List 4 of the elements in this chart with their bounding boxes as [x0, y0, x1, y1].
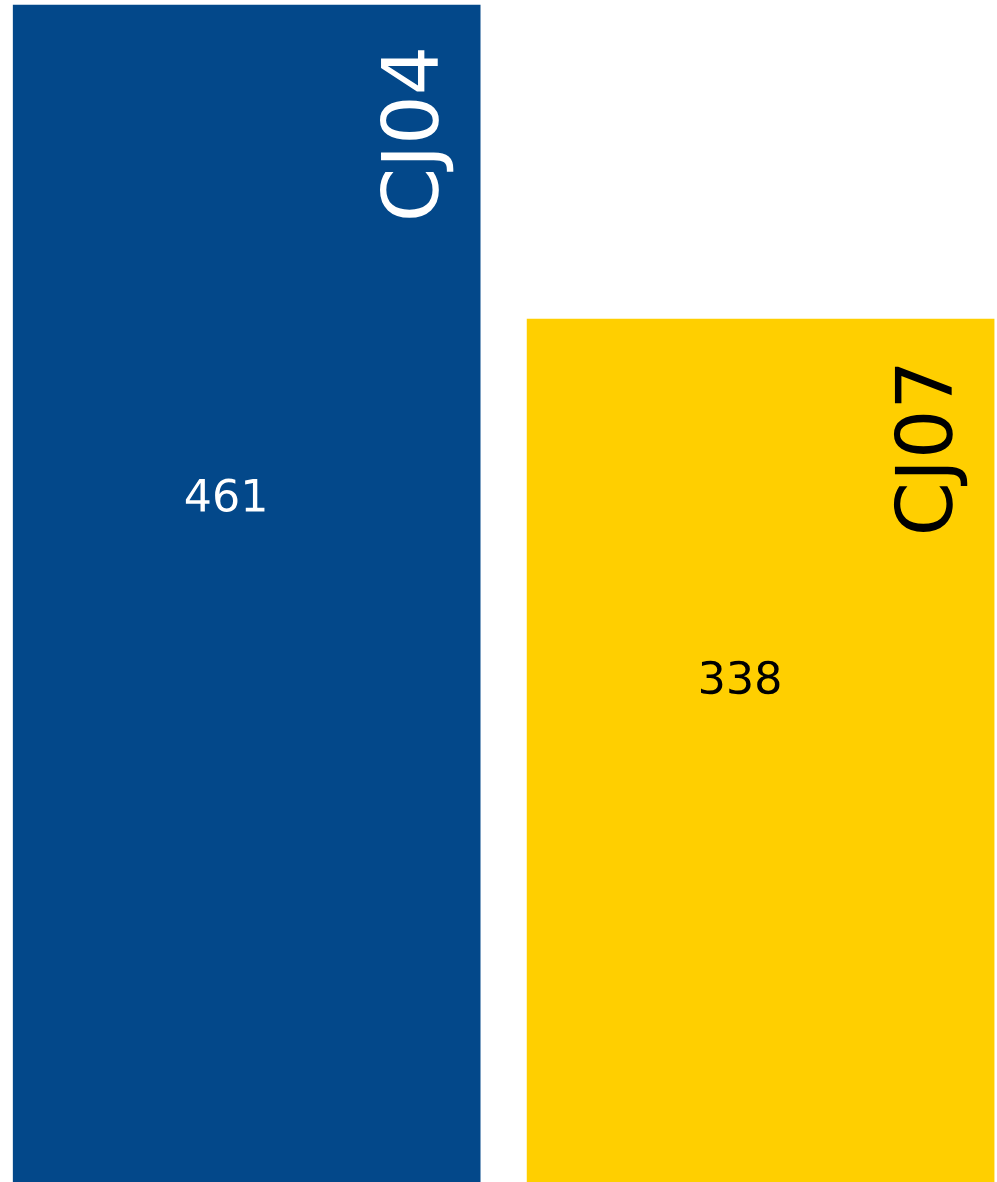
data-label: 461 [185, 478, 265, 513]
x-tick-label: CJ04 [380, 50, 454, 218]
data-label: 338 [701, 660, 780, 695]
x-tick-label: CJ07 [893, 366, 968, 532]
